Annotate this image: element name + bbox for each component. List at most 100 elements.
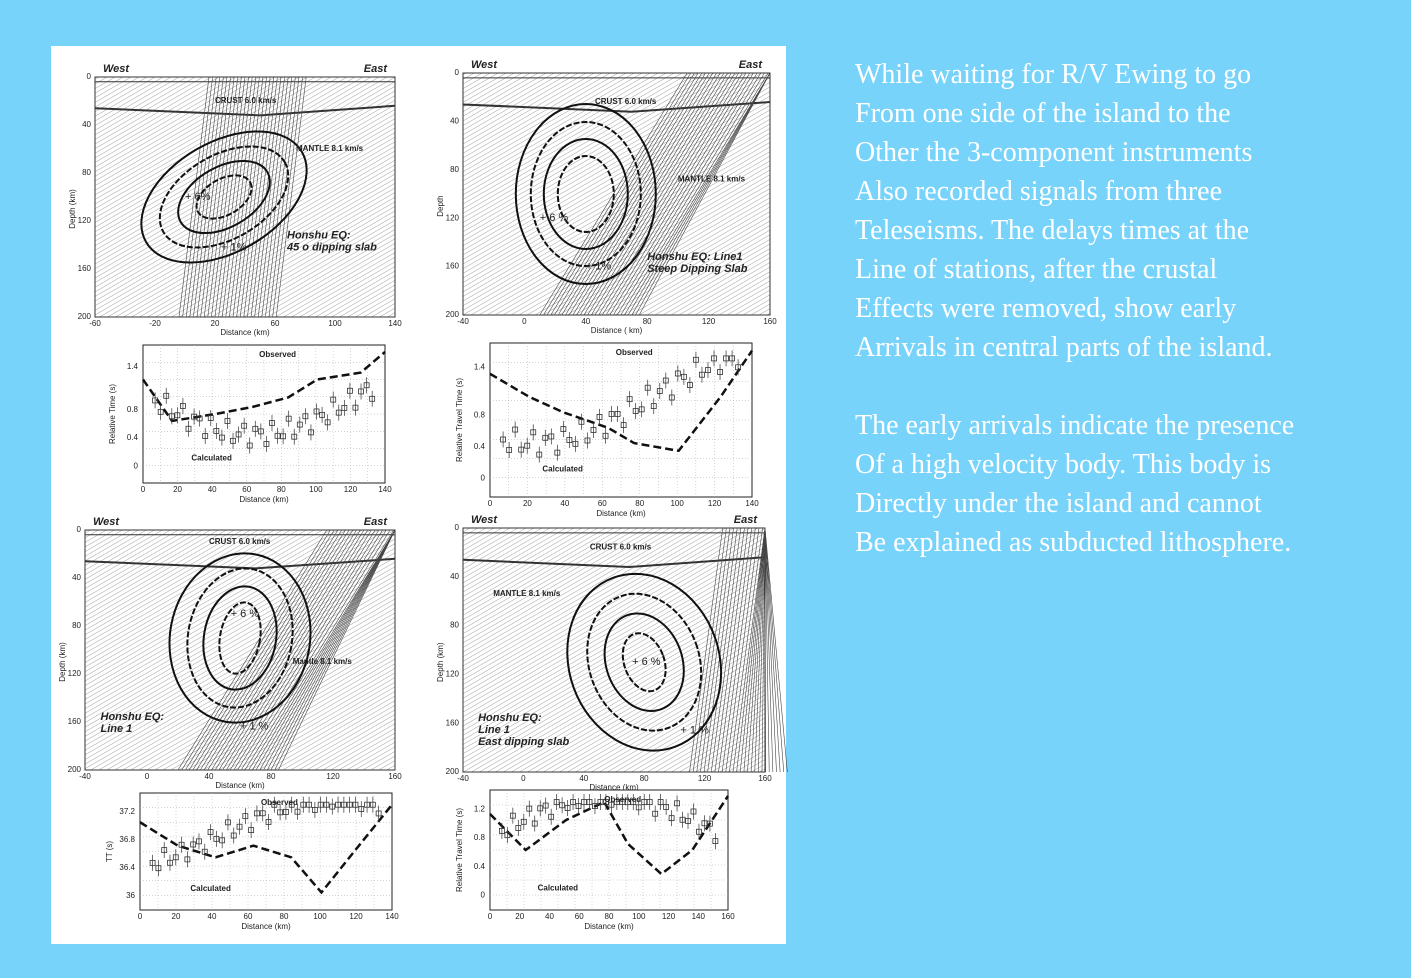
- ray: [203, 76, 235, 318]
- observed-point: [602, 432, 609, 439]
- observed-label: Observed: [604, 795, 641, 804]
- calculated-label: Calculated: [191, 453, 232, 462]
- y-tick-label: 40: [450, 572, 459, 581]
- observed-point: [498, 827, 505, 834]
- text-line: Arrivals in central parts of the island.: [855, 332, 1273, 363]
- east-label: East: [364, 516, 389, 528]
- observed-point: [174, 412, 181, 419]
- contour-label: + 1%: [586, 261, 612, 273]
- ray: [739, 527, 766, 773]
- x-tick-label: 120: [702, 317, 716, 326]
- observed-point: [364, 801, 370, 808]
- observed-point: [668, 815, 675, 822]
- mantle-label: Mantle 8.1 km/s: [293, 657, 353, 666]
- observed-point: [300, 801, 307, 808]
- x-tick-label: 40: [560, 499, 569, 508]
- contour-label: + 1 %: [240, 721, 269, 733]
- ray: [229, 529, 380, 771]
- y-tick-label: 120: [68, 669, 82, 678]
- y-tick-label: 36.4: [119, 863, 135, 872]
- ray: [594, 72, 743, 316]
- y-axis-label: Depth (km): [58, 642, 67, 682]
- ray: [214, 76, 246, 318]
- y-tick-label: 0.8: [127, 405, 139, 414]
- text-line: Of a high velocity body. This body is: [855, 449, 1272, 480]
- observed-point: [542, 802, 549, 809]
- mantle-label: MANTLE 8.1 km/s: [678, 175, 746, 184]
- observed-point: [213, 428, 220, 434]
- observed-point: [620, 422, 627, 429]
- ray: [239, 76, 271, 318]
- contour: [158, 145, 290, 249]
- x-tick-label: 80: [643, 317, 652, 326]
- x-tick-label: 20: [173, 485, 182, 494]
- observed-point: [712, 838, 719, 844]
- crust-label: CRUST 6.0 km/s: [215, 96, 277, 105]
- observed-point: [687, 382, 693, 388]
- y-axis-label: Relative Travel Time (s): [455, 378, 464, 462]
- west-label: West: [103, 63, 130, 75]
- observed-label: Observed: [261, 798, 298, 807]
- ray: [265, 76, 296, 318]
- observed-point: [735, 364, 742, 371]
- observed-point: [668, 394, 675, 401]
- observed-point: [167, 859, 173, 866]
- x-tick-label: 140: [388, 319, 402, 328]
- observed-point: [219, 837, 226, 844]
- observed-point: [330, 396, 337, 403]
- y-tick-label: 200: [78, 312, 92, 321]
- ray: [605, 72, 754, 316]
- section-frame: [462, 527, 766, 773]
- ray: [218, 76, 249, 318]
- y-tick-label: 0.4: [127, 433, 139, 442]
- ray: [725, 527, 760, 773]
- section: West East CRUST 6.0 km/s MANTLE 8.1 km/s + 6…: [436, 59, 777, 335]
- observed-point: [564, 805, 571, 811]
- observed-point: [663, 804, 670, 810]
- x-axis-label: Distance (km): [220, 328, 270, 337]
- caption: Line 1: [101, 723, 133, 735]
- ray: [267, 529, 396, 771]
- observed-point: [213, 835, 220, 842]
- x-tick-label: 60: [598, 499, 607, 508]
- contour: [218, 601, 262, 675]
- observed-point: [324, 419, 331, 426]
- observed-point: [679, 816, 686, 823]
- y-tick-label: 36: [126, 891, 135, 900]
- ray: [200, 76, 231, 318]
- contour: [556, 155, 615, 233]
- x-axis-label: Distance (km): [239, 495, 289, 504]
- observed-point: [224, 418, 231, 424]
- x-tick-label: -20: [149, 319, 161, 328]
- east-label: East: [734, 514, 759, 526]
- ray: [214, 529, 365, 771]
- caption: Honshu EQ: Line1: [647, 251, 742, 263]
- ray: [754, 527, 766, 773]
- observed-point: [149, 859, 156, 866]
- observed-point: [597, 799, 604, 805]
- contour: [140, 130, 308, 264]
- x-tick-label: 0: [141, 485, 146, 494]
- ray: [185, 76, 217, 318]
- observed-point: [172, 854, 179, 861]
- ray: [700, 527, 734, 773]
- observed-point: [306, 801, 312, 808]
- observed-point: [652, 810, 659, 817]
- moho-line: [94, 104, 396, 117]
- ray: [743, 527, 766, 773]
- observed-point: [537, 805, 544, 812]
- text-line: Other the 3-component instruments: [855, 137, 1253, 168]
- y-tick-label: 200: [446, 767, 460, 776]
- observed-point: [352, 404, 359, 411]
- observed-point: [288, 801, 295, 808]
- y-tick-label: 120: [446, 670, 460, 679]
- ray: [268, 76, 300, 318]
- ray: [237, 529, 387, 771]
- y-tick-label: 200: [446, 310, 460, 319]
- text-line: Directly under the island and cannot: [855, 488, 1262, 519]
- x-tick-label: 160: [388, 772, 402, 781]
- observed-point: [341, 404, 348, 411]
- contour-label: + 1 %: [680, 724, 709, 736]
- y-tick-label: 36.8: [119, 835, 135, 844]
- x-tick-label: 0: [488, 912, 493, 921]
